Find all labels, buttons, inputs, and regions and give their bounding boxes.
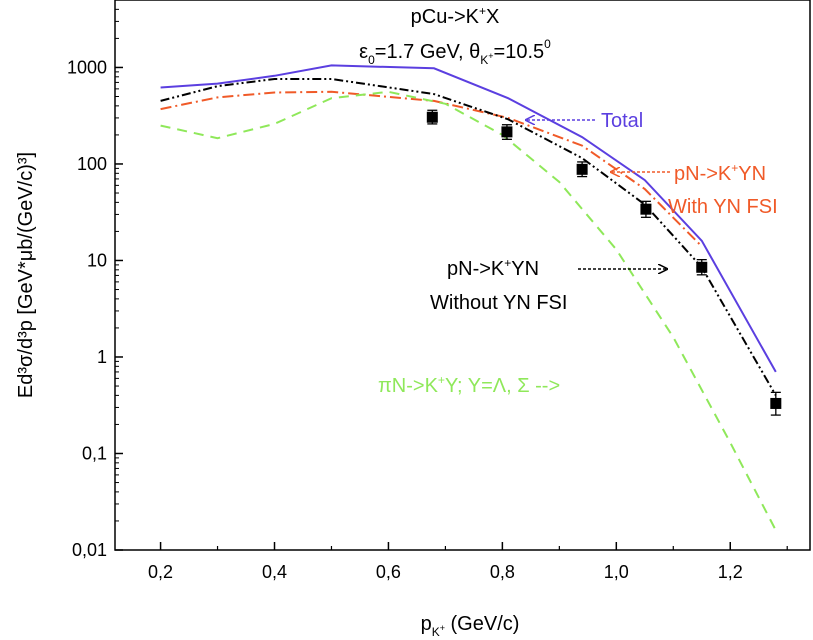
annotation-pion: πN->K+Y; Y=Λ, Σ --> [378, 373, 560, 397]
y-axis-label: Ed³σ/d³p [GeV*μb/(GeV/c)³] [15, 152, 37, 398]
series-line-2 [160, 78, 777, 396]
data-point [770, 397, 782, 409]
data-point [696, 261, 708, 273]
series-line-3 [160, 90, 777, 531]
x-axis-label: pK+ (GeV/c) [421, 613, 520, 639]
y-tick-label: 1 [97, 347, 107, 367]
series-line-0 [160, 64, 777, 373]
x-tick-label: 1,0 [604, 562, 629, 582]
annotation-with-fsi-line2: With YN FSI [668, 196, 778, 218]
x-tick-label: 0,8 [490, 562, 515, 582]
y-tick-label: 0,01 [72, 540, 107, 560]
axis-ticks: 0,2 0,4 0,6 0,8 1,0 1,2 0,01 0,1 1 10 100 1000 [67, 8, 788, 582]
annotation-with-fsi-line1: pN->K+YN [674, 161, 766, 185]
data-point [426, 111, 438, 123]
chart-title-line1: pCu->K+X [411, 4, 500, 28]
series-line-1 [160, 90, 703, 248]
y-tick-label: 0,1 [82, 443, 107, 463]
y-tick-label: 1000 [67, 57, 107, 77]
y-tick-label: 10 [87, 250, 107, 270]
data-point [640, 203, 652, 215]
annotation-total: Total [601, 110, 643, 132]
data-point [576, 163, 588, 175]
data-points [426, 109, 782, 416]
y-tick-label: 100 [77, 154, 107, 174]
x-tick-label: 0,6 [376, 562, 401, 582]
series-curves [160, 64, 777, 531]
x-tick-label: 0,4 [262, 562, 287, 582]
x-tick-label: 1,2 [718, 562, 743, 582]
annotation-without-fsi-line2: Without YN FSI [430, 292, 567, 314]
annotation-without-fsi-line1: pN->K+YN [447, 256, 539, 280]
chart-title-line2: ε0=1.7 GeV, θK+=10.50 [359, 37, 551, 67]
x-tick-label: 0,2 [148, 562, 173, 582]
data-point [501, 126, 513, 138]
